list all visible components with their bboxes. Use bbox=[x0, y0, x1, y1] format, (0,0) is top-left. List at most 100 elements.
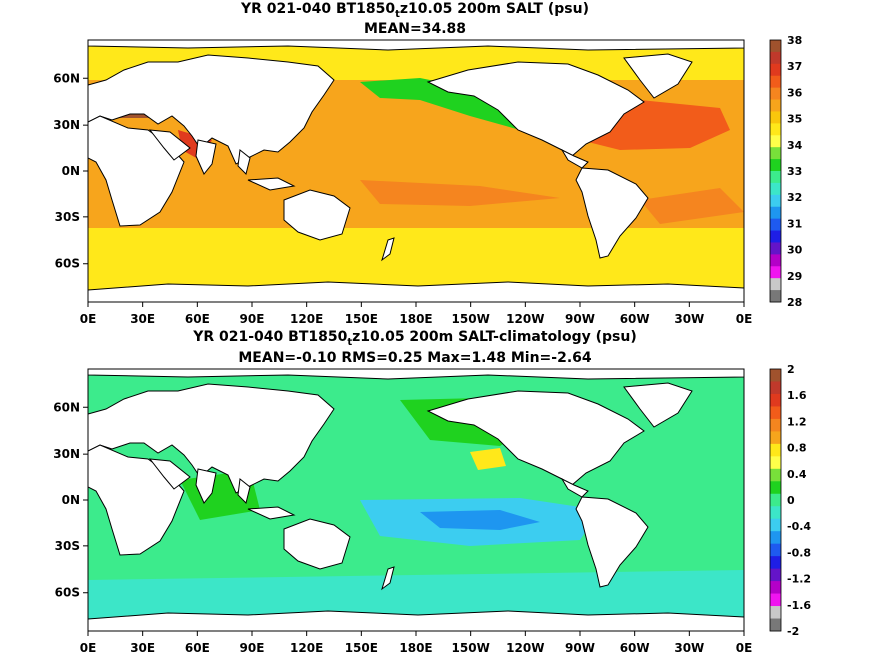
colorbar-segment bbox=[770, 242, 781, 255]
colorbar-segment bbox=[770, 518, 781, 532]
panel-salinity-anomaly: YR 021-040 BT1850tz10.05 200m SALT-clima… bbox=[53, 329, 811, 655]
lon-tick-label: 120W bbox=[506, 312, 544, 326]
lat-tick-label: 60N bbox=[53, 400, 80, 414]
pacific-blue-core bbox=[420, 510, 540, 530]
colorbar-label: 33 bbox=[787, 165, 802, 178]
lat-tick-label: 30S bbox=[55, 539, 80, 553]
colorbar-segment bbox=[770, 606, 781, 619]
colorbar-segment bbox=[770, 406, 781, 420]
colorbar-label: 2 bbox=[787, 363, 795, 376]
colorbar-segment bbox=[770, 87, 781, 100]
lon-tick-label: 0E bbox=[80, 312, 97, 326]
colorbar: 38 37 36 35 34 33 32 31 30 29 28 bbox=[769, 34, 803, 309]
colorbar-segment bbox=[770, 182, 781, 196]
north-pacific-fresh bbox=[360, 78, 530, 130]
colorbar-label: 30 bbox=[787, 244, 803, 257]
colorbar-label: 1.2 bbox=[787, 415, 807, 428]
colorbar-segment bbox=[770, 381, 781, 395]
colorbar-label: 0.4 bbox=[787, 468, 807, 481]
colorbar-segment bbox=[770, 431, 781, 445]
colorbar-segment bbox=[770, 75, 781, 89]
lat-tick-label: 30N bbox=[53, 118, 80, 132]
lat-tick-label: 0N bbox=[62, 164, 80, 178]
colorbar-segment bbox=[770, 468, 781, 482]
lon-tick-label: 180E bbox=[399, 641, 432, 655]
colorbar-segment bbox=[770, 135, 781, 148]
colorbar-label: 0.8 bbox=[787, 442, 807, 455]
lon-ticks: 0E 30E 60E 90E 120E 150E 180E 150W 120W 90W 60W 30W… bbox=[80, 631, 753, 655]
lat-tick-label: 60N bbox=[53, 71, 80, 85]
lat-ticks: 60N 30N 0N 30S 60S bbox=[53, 400, 88, 600]
colorbar-label: 38 bbox=[787, 34, 802, 47]
colorbar-segment bbox=[770, 481, 781, 495]
colorbar-frame bbox=[769, 368, 782, 632]
panel-2-title: YR 021-040 BT1850tz10.05 200m SALT-clima… bbox=[192, 329, 637, 348]
south-atlantic-tongue bbox=[640, 188, 744, 224]
lon-tick-label: 0E bbox=[80, 641, 97, 655]
colorbar-segment bbox=[770, 230, 781, 243]
colorbar-segment bbox=[770, 443, 781, 457]
colorbar-segment bbox=[770, 418, 781, 432]
colorbar-label: -0.8 bbox=[787, 546, 811, 559]
colorbar-segment bbox=[770, 194, 781, 208]
colorbar-frame bbox=[769, 39, 782, 303]
colorbar-segment bbox=[770, 123, 781, 136]
colorbar-segment bbox=[770, 618, 781, 632]
colorbar-label: 31 bbox=[787, 217, 802, 230]
lat-tick-label: 30N bbox=[53, 447, 80, 461]
colorbar-segment bbox=[770, 581, 781, 594]
anomaly-map bbox=[88, 369, 744, 631]
lon-tick-label: 150W bbox=[452, 641, 490, 655]
colorbar-segment bbox=[770, 531, 781, 545]
colorbar: 2 1.6 1.2 0.8 0.4 0 -0.4 -0.8 -1.2 -1.6 -2 bbox=[769, 363, 811, 638]
lon-ticks: 0E 30E 60E 90E 120E 150E 180E 150W 120W 90W 60W 30W… bbox=[80, 302, 753, 326]
colorbar-segment bbox=[770, 266, 781, 279]
colorbar-segment bbox=[770, 278, 781, 291]
salinity-map bbox=[88, 40, 744, 302]
colorbar-segment bbox=[770, 393, 781, 407]
colorbar-segment bbox=[770, 51, 781, 65]
lon-tick-label: 180E bbox=[399, 312, 432, 326]
colorbar-segment bbox=[770, 556, 781, 570]
lon-tick-label: 120E bbox=[290, 641, 323, 655]
lon-tick-label: 90E bbox=[240, 641, 265, 655]
lon-tick-label: 0E bbox=[736, 312, 753, 326]
colorbar-segment bbox=[770, 506, 781, 520]
lon-tick-label: 120E bbox=[290, 312, 323, 326]
south-pacific-tongue bbox=[360, 180, 560, 206]
colorbar-segment bbox=[770, 99, 781, 112]
lon-tick-label: 30E bbox=[130, 312, 155, 326]
colorbar-segment bbox=[770, 171, 781, 184]
colorbar-segment bbox=[770, 493, 781, 507]
colorbar-segment bbox=[770, 290, 781, 303]
lat-tick-label: 60S bbox=[55, 257, 80, 271]
lon-tick-label: 60E bbox=[185, 641, 210, 655]
lon-tick-label: 0E bbox=[736, 641, 753, 655]
colorbar-segment bbox=[770, 40, 781, 53]
panel-2-stats: MEAN=-0.10 RMS=0.25 Max=1.48 Min=-2.64 bbox=[238, 350, 592, 366]
lat-tick-label: 0N bbox=[62, 493, 80, 507]
colorbar-segment bbox=[770, 456, 781, 470]
colorbar-segment bbox=[770, 218, 781, 231]
colorbar-segment bbox=[770, 63, 781, 77]
colorbar-label: 32 bbox=[787, 191, 802, 204]
lon-tick-label: 150E bbox=[345, 641, 378, 655]
lon-tick-label: 90W bbox=[565, 641, 595, 655]
lon-tick-label: 60W bbox=[620, 641, 650, 655]
colorbar-segment bbox=[770, 369, 781, 382]
lon-tick-label: 90W bbox=[565, 312, 595, 326]
colorbar-segment bbox=[770, 254, 781, 267]
colorbar-label: 28 bbox=[787, 296, 802, 309]
colorbar-label: 37 bbox=[787, 60, 802, 73]
lon-tick-label: 150W bbox=[452, 312, 490, 326]
panel-1-stats: MEAN=34.88 bbox=[364, 21, 466, 37]
lon-tick-label: 60W bbox=[620, 312, 650, 326]
panel-1-title: YR 021-040 BT1850tz10.05 200m SALT (psu) bbox=[240, 1, 589, 20]
lon-tick-label: 60E bbox=[185, 312, 210, 326]
colorbar-label: 1.6 bbox=[787, 389, 807, 402]
pacific-yellow bbox=[470, 448, 506, 470]
colorbar-label: 35 bbox=[787, 113, 802, 126]
lon-tick-label: 90E bbox=[240, 312, 265, 326]
lon-tick-label: 30W bbox=[674, 641, 704, 655]
